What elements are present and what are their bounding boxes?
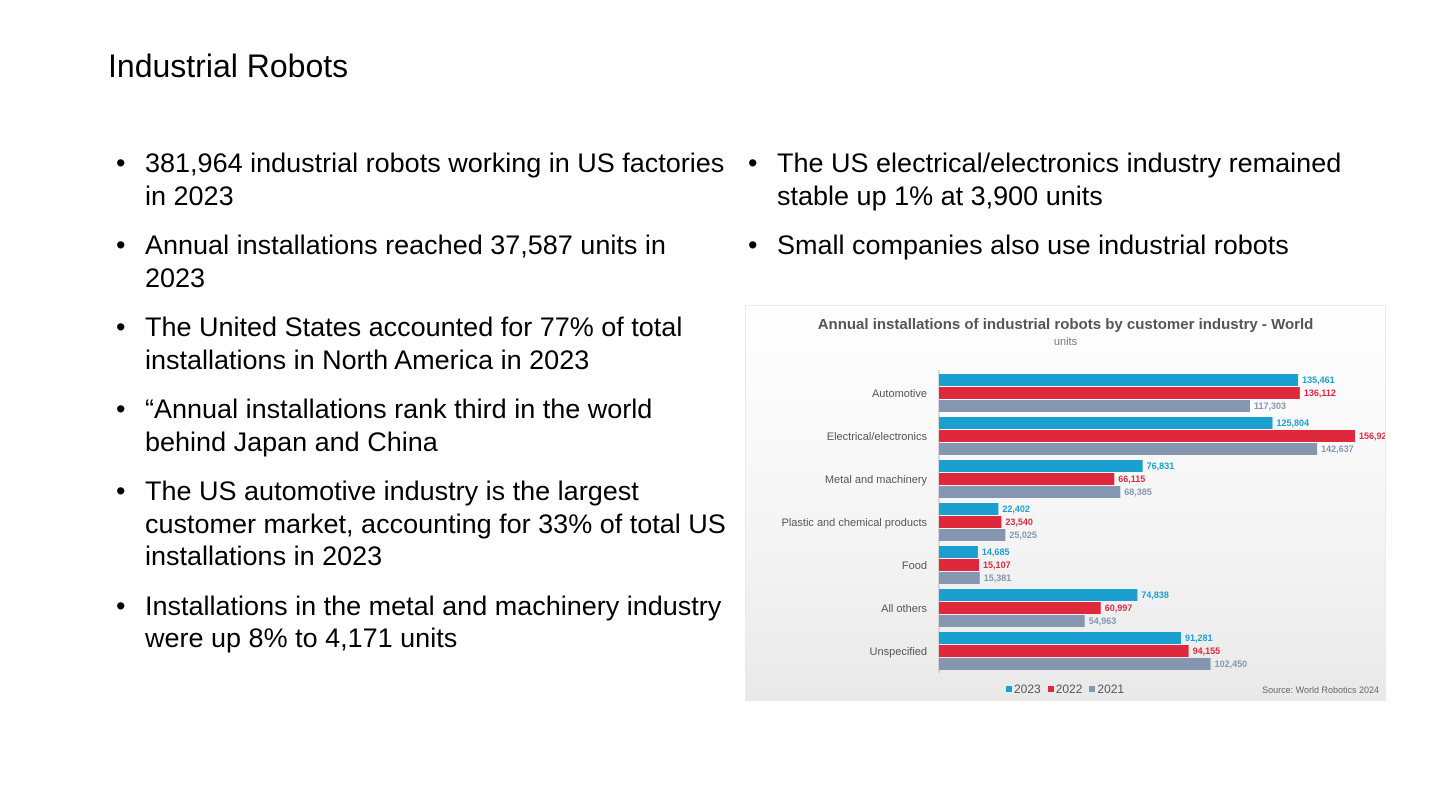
bullet-item: • “Annual installations rank third in the… (108, 393, 728, 458)
data-label: 136,112 (1304, 388, 1336, 398)
bar-2023 (939, 374, 1299, 386)
bullet-text: The US automotive industry is the larges… (145, 476, 726, 571)
bar-2021 (939, 400, 1250, 412)
bar-2021 (939, 443, 1318, 455)
bar-2023 (939, 589, 1138, 601)
chart-panel: Annual installations of industrial robot… (745, 305, 1386, 701)
bar-2023 (939, 546, 978, 558)
chart-title: Annual installations of industrial robot… (817, 316, 1314, 333)
bullet-dot: • (116, 230, 126, 260)
data-label: 102,450 (1215, 659, 1248, 669)
legend-label: 2021 (1097, 682, 1125, 696)
bullet-item: • Annual installations reached 37,587 uni… (108, 229, 728, 294)
bar-2022 (939, 602, 1101, 614)
data-label: 125,804 (1277, 418, 1310, 428)
bar-2023 (939, 417, 1273, 429)
category-label: Metal and machinery (825, 474, 928, 486)
data-label: 15,107 (983, 560, 1011, 570)
bar-2021 (939, 572, 980, 584)
bullet-dot: • (116, 476, 126, 506)
data-label: 76,831 (1147, 461, 1175, 471)
bullet-text: Annual installations reached 37,587 unit… (145, 230, 666, 293)
bullet-item: • Small companies also use industrial rob… (740, 229, 1380, 262)
category-label: Electrical/electronics (827, 431, 928, 443)
bar-2022 (939, 559, 980, 571)
chart-legend: 2023 2022 2021 (1006, 682, 1124, 696)
bullet-item: • 381,964 industrial robots working in US… (108, 147, 728, 212)
bullet-dot: • (116, 148, 126, 178)
data-label: 54,963 (1089, 616, 1117, 626)
bar-2022 (939, 387, 1300, 399)
bullet-text: “Annual installations rank third in the … (145, 394, 653, 457)
category-label: Automotive (872, 388, 927, 400)
data-label: 66,115 (1118, 474, 1145, 484)
bar-2022 (939, 430, 1355, 442)
data-label: 15,381 (984, 573, 1012, 583)
data-label: 94,155 (1193, 646, 1221, 656)
legend-label: 2022 (1055, 682, 1083, 696)
data-label: 142,637 (1321, 444, 1354, 454)
bullet-dot: • (748, 148, 758, 178)
bar-2021 (939, 658, 1211, 670)
bar-2021 (939, 615, 1085, 627)
data-label: 156,920 (1359, 431, 1385, 441)
category-label: Plastic and chemical products (781, 517, 927, 529)
legend-swatch (1006, 686, 1012, 692)
slide-title: Industrial Robots (108, 48, 349, 84)
bullet-text: Installations in the metal and machinery… (145, 590, 722, 654)
bar-2023 (939, 503, 999, 515)
bullet-text: The United States accounted for 77% of t… (145, 312, 683, 375)
bar-2023 (939, 460, 1143, 472)
data-label: 68,385 (1124, 487, 1152, 497)
bullet-item: • The United States accounted for 77% of … (108, 311, 728, 376)
bar-2022 (939, 516, 1002, 528)
legend-item-2022: 2022 (1047, 682, 1083, 696)
legend-label: 2023 (1014, 682, 1041, 696)
bullet-dot: • (116, 394, 126, 424)
bar-2023 (939, 632, 1181, 644)
data-label: 23,540 (1005, 517, 1033, 527)
bar-2022 (939, 645, 1189, 657)
data-label: 25,025 (1009, 530, 1037, 540)
right-bullet-list: • The US electrical/electronics industry … (740, 147, 1380, 279)
category-label: Food (902, 560, 927, 572)
bar-2022 (939, 473, 1115, 485)
chart-subtitle: units (1053, 336, 1078, 348)
bullet-item: • Installations in the metal and machiner… (108, 590, 728, 655)
data-label: 135,461 (1302, 375, 1335, 385)
bullet-text: 381,964 industrial robots working in US … (145, 148, 725, 211)
bullet-dot: • (748, 230, 758, 260)
data-label: 22,402 (1002, 504, 1030, 514)
bullet-dot: • (116, 312, 126, 342)
data-label: 91,281 (1185, 633, 1213, 643)
legend-item-2021: 2021 (1089, 682, 1124, 696)
left-bullet-list: • 381,964 industrial robots working in US… (108, 147, 728, 672)
data-label: 117,303 (1254, 401, 1286, 411)
bullet-item: • The US electrical/electronics industry … (740, 147, 1380, 212)
bar-2021 (939, 486, 1121, 498)
legend-swatch (1047, 686, 1054, 692)
legend-item-2023: 2023 (1006, 682, 1041, 696)
bar-2021 (939, 529, 1006, 541)
chart-source: Source: World Robotics 2024 (1262, 685, 1379, 695)
category-label: All others (881, 603, 927, 615)
data-label: 60,997 (1105, 603, 1133, 613)
bullet-text: Small companies also use industrial robo… (777, 230, 1289, 260)
bullet-text: The US electrical/electronics industry r… (777, 148, 1342, 211)
bullet-dot: • (116, 590, 126, 621)
data-label: 14,685 (982, 547, 1010, 557)
bullet-item: • The US automotive industry is the large… (108, 475, 728, 573)
category-label: Unspecified (870, 646, 927, 658)
data-label: 74,838 (1141, 590, 1169, 600)
legend-swatch (1089, 686, 1096, 692)
bar-chart: Automotive 135,461 136,112 117,303 Electrica… (781, 370, 1385, 673)
